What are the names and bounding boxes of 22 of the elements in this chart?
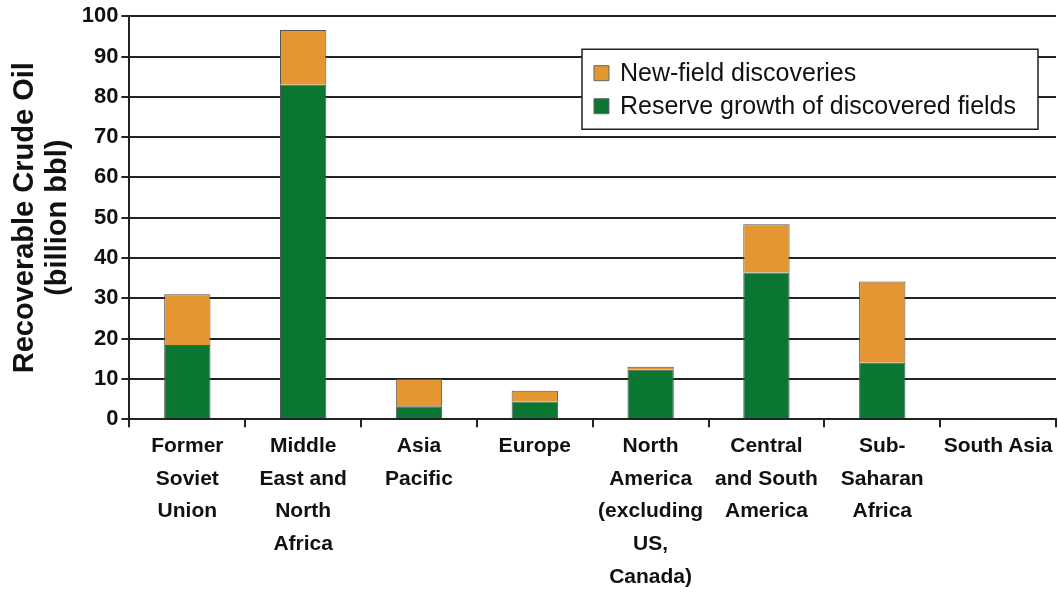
x-tick-label: North America (excluding US, Canada) [598, 433, 704, 587]
x-tick-label: Europe [498, 433, 571, 457]
y-tick-label: 20 [93, 324, 119, 350]
x-tick-label: Middle East and North Africa [259, 433, 347, 554]
x-tick-label: Central and South America [715, 433, 818, 522]
y-tick-label: 30 [93, 284, 119, 310]
x-tick-label: South Asia [943, 433, 1053, 457]
y-tick-label: 100 [81, 2, 119, 28]
y-tick-label: 80 [93, 82, 119, 108]
legend-label: New-field discoveries [619, 57, 857, 86]
y-tick-label: 10 [93, 365, 119, 391]
x-tick-label: Asia Pacific [385, 433, 454, 489]
y-tick-label: 90 [93, 42, 119, 68]
y-tick-label: 50 [93, 203, 119, 229]
y-tick-label: 60 [93, 163, 119, 189]
x-tick-label: Former Soviet Union [151, 433, 224, 522]
x-tick-label: Sub-Saharan Africa [840, 433, 924, 522]
y-tick-label: 70 [93, 123, 119, 149]
y-tick-label: 0 [106, 405, 119, 431]
legend-label: Reserve growth of discovered fields [619, 90, 1017, 119]
y-axis-title: Recoverable Crude Oil (billion bbl) [6, 62, 73, 374]
y-tick-label: 40 [93, 244, 119, 270]
